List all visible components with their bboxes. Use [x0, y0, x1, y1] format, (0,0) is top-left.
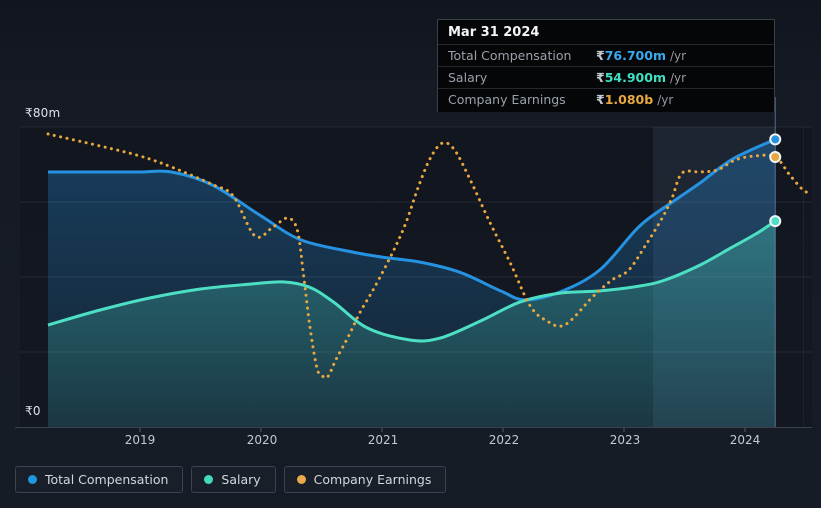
tooltip-value: ₹76.700m/yr: [596, 48, 687, 63]
tooltip-value: ₹54.900m/yr: [596, 70, 687, 85]
chart-legend: Total Compensation Salary Company Earnin…: [15, 466, 447, 493]
tooltip-value: ₹1.080b/yr: [596, 92, 674, 107]
y-axis-label-max: ₹80m: [25, 106, 61, 120]
tooltip-date: Mar 31 2024: [438, 20, 774, 45]
legend-label: Total Compensation: [45, 472, 169, 487]
tooltip-label: Company Earnings: [448, 92, 566, 107]
x-tick-2019: 2019: [124, 433, 156, 447]
y-axis-label-min: ₹0: [25, 404, 41, 418]
tooltip-row-total-compensation: Total Compensation ₹76.700m/yr: [438, 45, 774, 67]
x-tick-2022: 2022: [488, 433, 520, 447]
legend-item-salary[interactable]: Salary: [191, 466, 276, 493]
x-tick-2021: 2021: [367, 433, 399, 447]
x-tick-2020: 2020: [246, 433, 278, 447]
tooltip-row-salary: Salary ₹54.900m/yr: [438, 67, 774, 89]
legend-label: Company Earnings: [313, 472, 432, 487]
tooltip-label: Salary: [448, 70, 488, 85]
legend-item-company-earnings[interactable]: Company Earnings: [283, 466, 447, 493]
tooltip-row-company-earnings: Company Earnings ₹1.080b/yr: [438, 89, 774, 110]
tooltip-label: Total Compensation: [448, 48, 572, 63]
x-tick-2024: 2024: [729, 433, 761, 447]
x-tick-2023: 2023: [609, 433, 641, 447]
legend-item-total-compensation[interactable]: Total Compensation: [15, 466, 184, 493]
legend-label: Salary: [221, 472, 261, 487]
chart-tooltip: Mar 31 2024 Total Compensation ₹76.700m /…: [437, 19, 775, 112]
company-earnings-dot-icon: [296, 475, 306, 484]
total-compensation-dot-icon: [28, 475, 37, 484]
salary-dot-icon: [204, 475, 214, 484]
